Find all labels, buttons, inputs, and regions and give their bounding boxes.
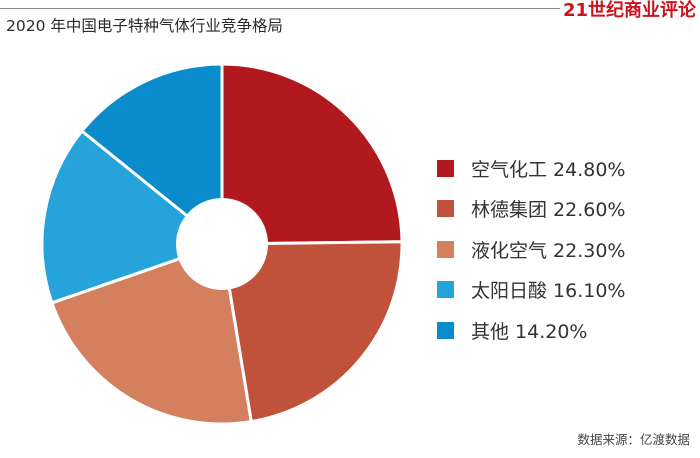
pie-slice-4 — [40, 128, 226, 305]
legend-item: 林德集团 22.60% — [437, 189, 626, 230]
legend: 空气化工 24.80% 林德集团 22.60% 液化空气 22.30% 太阳日酸 16… — [437, 148, 626, 351]
pie-slice-1 — [220, 62, 404, 246]
legend-label: 太阳日酸 16.10% — [471, 280, 626, 303]
pie-slice-3 — [49, 242, 253, 426]
brand-logo: 21世纪商业评论 — [562, 0, 696, 21]
legend-label: 其他 14.20% — [471, 320, 588, 343]
pie-slice-2 — [220, 240, 404, 424]
legend-swatch — [437, 240, 454, 258]
legend-label: 空气化工 24.80% — [471, 158, 626, 181]
header-rule — [0, 8, 560, 9]
chart-title: 2020 年中国电子特种气体行业竞争格局 — [6, 17, 283, 35]
legend-item: 太阳日酸 16.10% — [437, 270, 626, 311]
pie-slice-5 — [79, 62, 224, 248]
legend-swatch — [437, 200, 454, 218]
legend-label: 液化空气 22.30% — [471, 239, 626, 262]
legend-item: 空气化工 24.80% — [437, 148, 626, 189]
legend-item: 液化空气 22.30% — [437, 229, 626, 270]
legend-swatch — [437, 321, 454, 339]
data-source: 数据来源：亿渡数据 — [577, 432, 690, 447]
donut-hole — [176, 198, 268, 290]
legend-swatch — [437, 159, 454, 177]
legend-swatch — [437, 281, 454, 299]
legend-item: 其他 14.20% — [437, 310, 626, 351]
legend-label: 林德集团 22.60% — [471, 199, 626, 222]
